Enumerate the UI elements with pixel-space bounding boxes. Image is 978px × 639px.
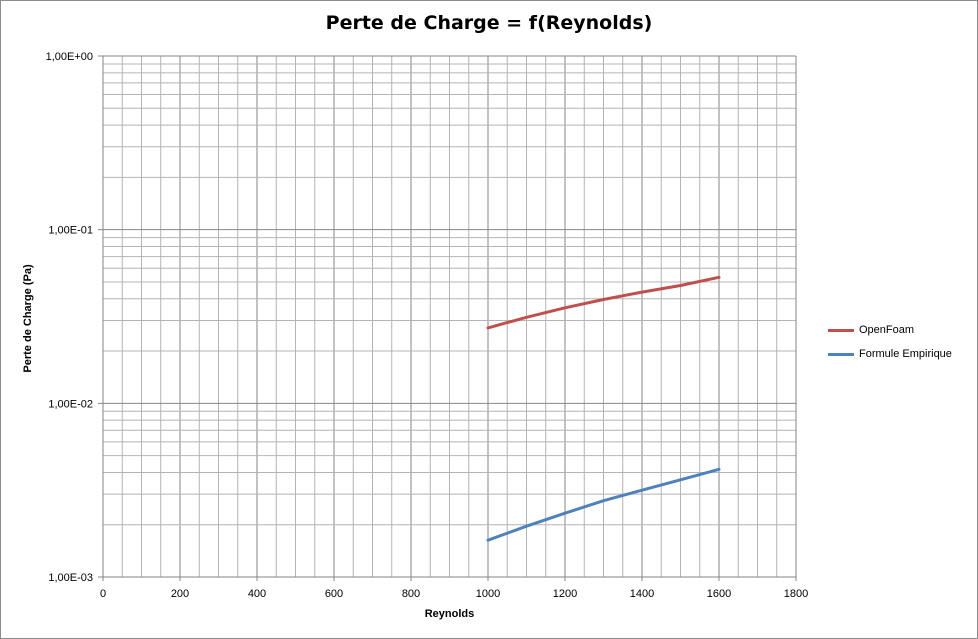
x-tick-label: 1200 xyxy=(553,588,577,600)
legend-label-openfoam: OpenFoam xyxy=(859,324,915,336)
y-tick-label: 1,00E-01 xyxy=(48,225,93,237)
x-tick-label: 1400 xyxy=(630,588,654,600)
legend-item-formule-empirique: Formule Empirique xyxy=(828,342,952,366)
legend-item-openfoam: OpenFoam xyxy=(828,318,952,342)
x-axis-label: Reynolds xyxy=(425,608,475,620)
series-line-formule-empirique xyxy=(486,467,721,542)
x-tick-label: 800 xyxy=(402,588,420,600)
legend: OpenFoam Formule Empirique xyxy=(828,318,952,366)
y-tick-label: 1,00E-03 xyxy=(48,572,93,584)
legend-label-formule-empirique: Formule Empirique xyxy=(859,348,952,360)
y-axis-label: Perte de Charge (Pa) xyxy=(22,264,34,373)
y-tick-label: 1,00E+00 xyxy=(46,51,93,63)
chart-title: Perte de Charge = f(Reynolds) xyxy=(325,12,653,34)
x-tick-label: 200 xyxy=(171,588,189,600)
x-tick-label: 1800 xyxy=(784,588,808,600)
y-tick-label: 1,00E-02 xyxy=(48,398,93,410)
x-tick-label: 1000 xyxy=(476,588,500,600)
series-line-openfoam xyxy=(486,275,721,330)
x-tick-label: 400 xyxy=(248,588,266,600)
legend-swatch-openfoam xyxy=(828,328,854,332)
legend-swatch-formule-empirique xyxy=(828,352,854,356)
x-tick-label: 600 xyxy=(325,588,343,600)
x-tick-label: 1600 xyxy=(707,588,731,600)
x-tick-label: 0 xyxy=(100,588,106,600)
